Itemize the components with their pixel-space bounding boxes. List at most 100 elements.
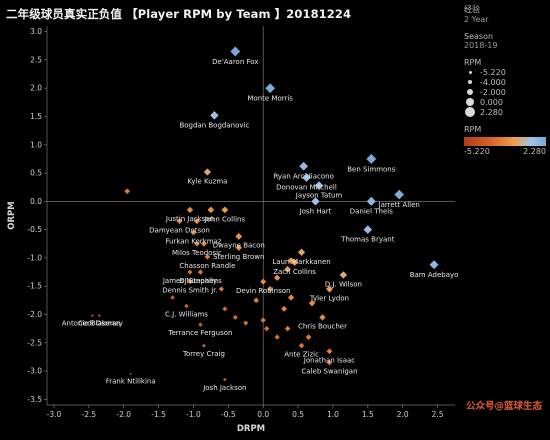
data-point xyxy=(232,314,238,320)
x-tick-label: -2.5 xyxy=(82,410,97,419)
data-point xyxy=(235,244,242,251)
point-label: Antonio Blakeney xyxy=(62,320,123,328)
size-legend-item: -4.000 xyxy=(464,77,548,87)
data-point xyxy=(287,257,295,265)
data-point xyxy=(201,343,206,348)
data-point xyxy=(221,206,229,214)
data-point xyxy=(326,285,333,293)
data-point xyxy=(299,161,309,171)
x-tick-label: 2.0 xyxy=(397,410,409,419)
data-point xyxy=(176,218,183,225)
point-label: Daniel Theis xyxy=(350,208,394,216)
data-point xyxy=(394,189,405,200)
experience-value[interactable]: 2 Year xyxy=(464,15,489,24)
point-label: Bam Adebayo xyxy=(410,271,459,279)
size-legend-item: 2.280 xyxy=(464,107,548,117)
x-tick-label: -1.5 xyxy=(151,410,166,419)
data-point xyxy=(265,83,276,94)
data-point xyxy=(97,314,101,318)
data-point xyxy=(267,286,274,293)
data-point xyxy=(170,295,175,300)
data-point xyxy=(194,240,200,247)
data-point xyxy=(366,153,377,164)
point-label: John Collins xyxy=(204,215,246,223)
color-legend-title: RPM xyxy=(464,125,482,134)
y-tick-label: 2.5 xyxy=(30,55,42,64)
data-point xyxy=(243,320,249,326)
x-axis-title: DRPM xyxy=(237,424,265,434)
y-tick-label: 2.0 xyxy=(30,84,42,93)
data-point xyxy=(129,372,132,376)
point-label: Bogdan Bogdanovic xyxy=(179,121,249,129)
point-label: Thomas Bryant xyxy=(340,236,395,244)
point-label: Chris Boucher xyxy=(298,323,347,331)
y-tick-label: -2.0 xyxy=(27,310,42,319)
data-point xyxy=(326,348,333,355)
data-point xyxy=(281,305,288,312)
data-point xyxy=(273,274,281,281)
experience-label: 经验 xyxy=(464,5,480,14)
y-axis-title: ORPM xyxy=(7,201,17,229)
point-label: Damyean Dotson xyxy=(149,226,210,234)
point-label: Milos Teodosic xyxy=(172,249,222,257)
data-point xyxy=(235,233,243,240)
season-value[interactable]: 2018-19 xyxy=(464,41,498,50)
y-tick-label: -2.5 xyxy=(27,338,42,347)
size-legend-item: -5.220 xyxy=(464,67,548,77)
data-point xyxy=(204,253,211,260)
y-tick-label: -3.5 xyxy=(27,395,42,404)
point-label: James Nunnally xyxy=(162,277,217,285)
chart-title: 二年级球员真实正负值 【Player RPM by Team 】20181224 xyxy=(6,7,352,21)
data-point xyxy=(284,265,291,273)
x-tick-label: 1.5 xyxy=(362,410,374,419)
point-label: Zach Collins xyxy=(273,268,316,276)
x-tick-label: 0.5 xyxy=(292,410,304,419)
x-tick-label: 1.0 xyxy=(327,410,339,419)
data-point xyxy=(203,168,212,176)
color-legend-labels: -5.220 2.280 xyxy=(464,147,546,156)
size-dot-icon xyxy=(468,70,472,74)
season-label: Season xyxy=(464,32,494,41)
data-point xyxy=(305,334,312,340)
point-label: Ryan Arcidiacono xyxy=(273,172,333,180)
y-tick-label: 1.0 xyxy=(30,140,42,149)
data-point xyxy=(366,196,376,206)
color-max-label: 2.280 xyxy=(523,147,546,156)
data-point xyxy=(274,334,280,340)
y-tick-label: 1.5 xyxy=(30,112,42,121)
x-tick-label: -0.5 xyxy=(221,410,236,419)
data-point xyxy=(210,111,219,120)
point-label: Ante Zizic xyxy=(284,351,319,359)
data-point xyxy=(298,342,305,349)
x-tick-label: -3.0 xyxy=(47,410,62,419)
size-dot-icon xyxy=(465,107,475,117)
point-label: Dennis Smith Jr. xyxy=(162,286,218,294)
data-point xyxy=(264,326,270,332)
watermark: 公众号@篮球生态 xyxy=(465,401,542,412)
x-tick-label: -2.0 xyxy=(116,410,131,419)
size-dot-icon xyxy=(467,89,473,95)
y-tick-label: 0.0 xyxy=(30,197,42,206)
data-point xyxy=(253,297,260,304)
chart-axes: -3.0 -2.5 -2.0 -1.5 -1.0 -0.5 0.0 0.5 1.0 1.5 2.0 2… xyxy=(7,26,455,434)
point-label: Monte Morris xyxy=(247,95,293,103)
point-label: Josh Jackson xyxy=(202,384,246,392)
y-tick-label: -1.5 xyxy=(27,282,42,291)
data-point xyxy=(326,359,333,366)
point-label: Jayson Tatum xyxy=(295,192,343,200)
point-label: Jonathan Isaac xyxy=(303,356,355,364)
size-dot-icon xyxy=(468,80,472,84)
point-label: Cedi Osman xyxy=(78,320,121,328)
data-point xyxy=(222,377,227,382)
point-label: Justin Jackson xyxy=(165,215,214,223)
x-tick-label: 0.0 xyxy=(257,410,269,419)
y-tick-label: 0.5 xyxy=(30,169,42,178)
data-point xyxy=(260,278,267,285)
point-label: Caleb Swanigan xyxy=(301,368,357,376)
x-tick-label: -1.0 xyxy=(186,410,201,419)
y-tick-label: -3.0 xyxy=(27,367,42,376)
data-point xyxy=(363,225,373,234)
point-label: Devin Robinson xyxy=(236,287,290,295)
data-point xyxy=(207,206,215,214)
